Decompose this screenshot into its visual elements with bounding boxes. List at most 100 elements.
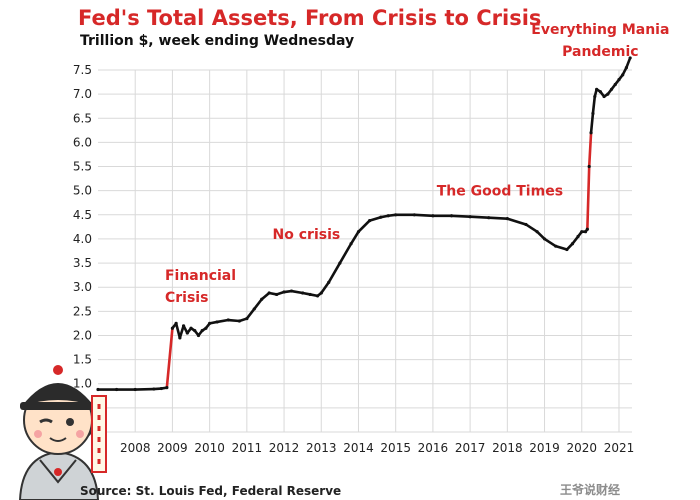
series-segment <box>543 237 558 248</box>
annotation-label: Crisis <box>165 290 208 306</box>
data-point <box>133 387 137 392</box>
series-segment <box>524 223 539 233</box>
y-tick-label: 1.5 <box>73 353 92 367</box>
data-point <box>200 329 204 333</box>
data-point <box>621 73 625 77</box>
data-point <box>267 291 271 295</box>
data-point <box>542 237 547 241</box>
data-point <box>319 291 323 295</box>
data-point <box>193 329 197 333</box>
series-segment <box>587 131 593 168</box>
data-point <box>609 87 614 91</box>
data-point <box>585 227 589 231</box>
data-point <box>524 222 528 227</box>
mascot-illustration <box>18 365 107 500</box>
data-point <box>215 320 219 324</box>
x-tick-label: 2015 <box>380 441 411 455</box>
series-segment <box>591 95 597 115</box>
series-segment <box>413 213 435 218</box>
data-point <box>152 387 156 391</box>
series-segment <box>215 318 230 324</box>
data-point <box>628 56 632 60</box>
y-tick-label: 7.0 <box>73 87 92 101</box>
x-tick-label: 2016 <box>418 441 449 455</box>
series-segment <box>625 56 632 69</box>
data-point <box>315 294 320 298</box>
data-point <box>468 215 472 219</box>
data-point <box>196 333 201 338</box>
data-point <box>606 92 610 96</box>
data-point <box>583 230 588 234</box>
series-segment <box>319 281 331 295</box>
data-point <box>301 291 305 295</box>
data-point <box>338 261 342 265</box>
data-point <box>165 385 169 390</box>
data-point <box>412 213 416 217</box>
y-tick-label: 2.5 <box>73 304 92 318</box>
series-segment <box>487 216 509 220</box>
annotation-label: The Good Times <box>437 183 563 199</box>
series-layer <box>96 56 632 392</box>
y-tick-label: 6.0 <box>73 135 92 149</box>
x-tick-label: 2009 <box>157 441 188 455</box>
data-point <box>174 321 178 325</box>
annotation-label: Pandemic <box>562 44 639 60</box>
annotation-label: Everything Mania <box>531 22 669 38</box>
data-point <box>96 387 100 392</box>
data-point <box>386 214 390 218</box>
data-point <box>368 218 372 223</box>
y-tick-label: 3.0 <box>73 280 92 294</box>
y-tick-label: 5.0 <box>73 184 92 198</box>
gridlines <box>98 69 632 433</box>
data-point <box>189 326 193 330</box>
annotations: Financial Crisis No crisis The Good Times Ev… <box>165 22 669 306</box>
data-point <box>170 326 175 330</box>
x-tick-label: 2020 <box>566 441 597 455</box>
series-segment <box>349 230 360 246</box>
series-segment <box>586 165 591 231</box>
data-point <box>245 316 249 321</box>
data-point <box>308 292 312 297</box>
data-point <box>617 78 621 82</box>
y-tick-label: 6.5 <box>73 111 92 125</box>
series-segment <box>260 291 271 301</box>
annotation-label: No crisis <box>273 227 341 243</box>
data-point <box>565 247 569 252</box>
data-point <box>449 214 454 218</box>
data-point <box>593 94 597 99</box>
data-point <box>595 87 599 91</box>
data-point <box>591 111 595 116</box>
data-point <box>159 386 163 391</box>
data-point <box>252 307 256 311</box>
y-tick-label: 4.0 <box>73 232 92 246</box>
data-point <box>379 215 383 219</box>
x-axis-ticks: 2008 2009 2010 2011 2012 2013 2014 2015 2016 2017… <box>120 441 634 455</box>
x-tick-label: 2010 <box>194 441 225 455</box>
data-point <box>554 244 558 248</box>
series-segment <box>368 215 383 222</box>
data-point <box>570 242 575 246</box>
series-segment <box>535 230 546 241</box>
data-point <box>598 90 602 94</box>
series-segment <box>252 297 264 311</box>
x-tick-label: 2018 <box>492 441 523 455</box>
series-segment <box>554 244 569 251</box>
data-point <box>275 292 279 297</box>
series-segment <box>450 214 472 219</box>
data-point <box>282 290 286 294</box>
series-segment <box>178 324 185 340</box>
chart-title: Fed's Total Assets, From Crisis to Crisi… <box>78 6 542 30</box>
data-point <box>431 214 435 218</box>
data-point <box>356 230 361 234</box>
x-tick-label: 2014 <box>343 441 374 455</box>
data-point <box>208 321 212 325</box>
data-point <box>535 230 539 234</box>
x-tick-label: 2012 <box>269 441 300 455</box>
series-segment <box>506 217 528 226</box>
data-point <box>487 216 491 220</box>
y-tick-label: 2.0 <box>73 328 92 342</box>
y-tick-label: 1.0 <box>73 377 92 391</box>
x-tick-label: 2021 <box>604 441 635 455</box>
data-point <box>624 65 629 70</box>
